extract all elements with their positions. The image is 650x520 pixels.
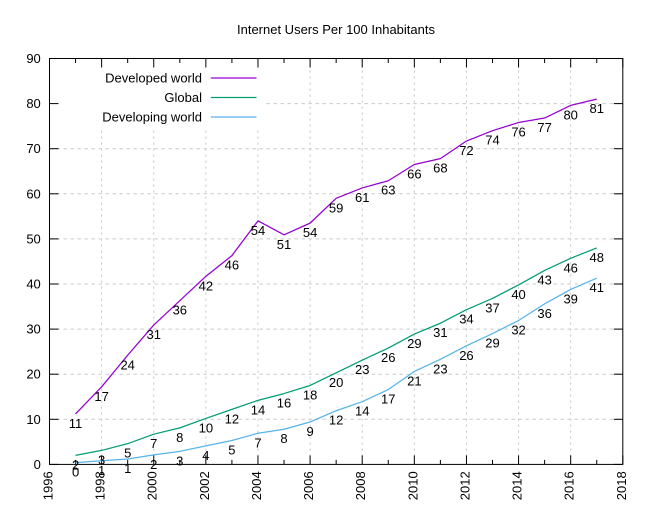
svg-text:0: 0 <box>34 457 41 472</box>
svg-text:20: 20 <box>26 367 40 382</box>
svg-text:11: 11 <box>69 416 83 431</box>
svg-text:2016: 2016 <box>562 471 577 500</box>
svg-text:23: 23 <box>355 362 369 377</box>
svg-text:31: 31 <box>147 327 161 342</box>
svg-text:5: 5 <box>228 443 235 458</box>
svg-text:50: 50 <box>26 231 40 246</box>
svg-text:74: 74 <box>485 133 499 148</box>
svg-text:29: 29 <box>485 336 499 351</box>
svg-text:70: 70 <box>26 141 40 156</box>
svg-text:40: 40 <box>511 287 525 302</box>
svg-text:60: 60 <box>26 186 40 201</box>
svg-text:31: 31 <box>433 325 447 340</box>
svg-text:26: 26 <box>459 348 473 363</box>
svg-text:2004: 2004 <box>249 471 264 500</box>
svg-text:51: 51 <box>277 237 291 252</box>
svg-text:77: 77 <box>537 120 551 135</box>
svg-text:2014: 2014 <box>510 471 525 500</box>
svg-text:17: 17 <box>94 389 108 404</box>
svg-text:17: 17 <box>381 392 395 407</box>
svg-text:4: 4 <box>202 448 209 463</box>
svg-text:80: 80 <box>563 107 577 122</box>
svg-text:39: 39 <box>563 291 577 306</box>
svg-text:16: 16 <box>277 396 291 411</box>
svg-text:7: 7 <box>254 435 261 450</box>
svg-text:1: 1 <box>124 461 131 476</box>
svg-text:32: 32 <box>511 323 525 338</box>
svg-text:Developing world: Developing world <box>102 110 202 125</box>
svg-text:10: 10 <box>199 420 213 435</box>
svg-text:14: 14 <box>355 404 369 419</box>
svg-text:90: 90 <box>26 51 40 66</box>
svg-text:2008: 2008 <box>353 471 368 500</box>
svg-text:1998: 1998 <box>93 471 108 500</box>
svg-text:46: 46 <box>225 258 239 273</box>
svg-text:26: 26 <box>381 350 395 365</box>
svg-text:63: 63 <box>381 183 395 198</box>
svg-text:36: 36 <box>537 306 551 321</box>
svg-text:72: 72 <box>459 143 473 158</box>
svg-text:2000: 2000 <box>145 471 160 500</box>
svg-text:40: 40 <box>26 277 40 292</box>
svg-text:80: 80 <box>26 96 40 111</box>
svg-text:37: 37 <box>485 300 499 315</box>
svg-text:48: 48 <box>590 250 604 265</box>
svg-text:Internet Users Per 100 Inhabit: Internet Users Per 100 Inhabitants <box>237 22 436 37</box>
svg-text:Developed world: Developed world <box>105 71 202 86</box>
svg-text:46: 46 <box>563 260 577 275</box>
svg-text:2: 2 <box>72 457 79 472</box>
svg-text:3: 3 <box>98 452 105 467</box>
svg-text:81: 81 <box>590 101 604 116</box>
svg-text:66: 66 <box>407 166 421 181</box>
svg-text:1996: 1996 <box>41 471 56 500</box>
svg-text:8: 8 <box>280 431 287 446</box>
svg-text:2010: 2010 <box>405 471 420 500</box>
svg-text:76: 76 <box>511 125 525 140</box>
svg-text:12: 12 <box>329 413 343 428</box>
svg-text:12: 12 <box>225 411 239 426</box>
svg-text:Global: Global <box>164 90 202 105</box>
svg-text:21: 21 <box>407 373 421 388</box>
svg-text:34: 34 <box>459 312 473 327</box>
svg-text:43: 43 <box>537 272 551 287</box>
svg-text:3: 3 <box>176 453 183 468</box>
svg-text:30: 30 <box>26 322 40 337</box>
svg-text:36: 36 <box>173 303 187 318</box>
svg-text:18: 18 <box>303 387 317 402</box>
svg-text:14: 14 <box>251 402 265 417</box>
svg-text:0: 0 <box>72 465 79 480</box>
svg-text:23: 23 <box>433 361 447 376</box>
svg-text:59: 59 <box>329 200 343 215</box>
svg-text:24: 24 <box>120 357 134 372</box>
svg-text:2018: 2018 <box>614 471 629 500</box>
svg-text:1: 1 <box>98 463 105 478</box>
svg-text:2: 2 <box>150 457 157 472</box>
svg-text:8: 8 <box>176 430 183 445</box>
svg-text:29: 29 <box>407 336 421 351</box>
svg-text:68: 68 <box>433 161 447 176</box>
svg-text:10: 10 <box>26 412 40 427</box>
svg-text:20: 20 <box>329 375 343 390</box>
svg-text:54: 54 <box>251 223 265 238</box>
svg-text:9: 9 <box>306 424 313 439</box>
svg-text:2002: 2002 <box>197 471 212 500</box>
svg-text:54: 54 <box>303 225 317 240</box>
svg-text:41: 41 <box>590 280 604 295</box>
svg-text:2006: 2006 <box>301 471 316 500</box>
svg-text:2012: 2012 <box>457 471 472 500</box>
svg-text:42: 42 <box>199 278 213 293</box>
svg-text:5: 5 <box>124 446 131 461</box>
svg-text:61: 61 <box>355 190 369 205</box>
svg-text:7: 7 <box>150 436 157 451</box>
